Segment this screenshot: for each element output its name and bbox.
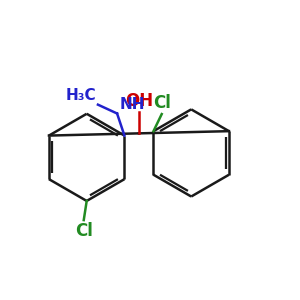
Text: NH: NH xyxy=(119,97,145,112)
Text: Cl: Cl xyxy=(153,94,171,112)
Text: Cl: Cl xyxy=(75,222,93,240)
Text: OH: OH xyxy=(125,92,153,110)
Text: H₃C: H₃C xyxy=(66,88,97,103)
